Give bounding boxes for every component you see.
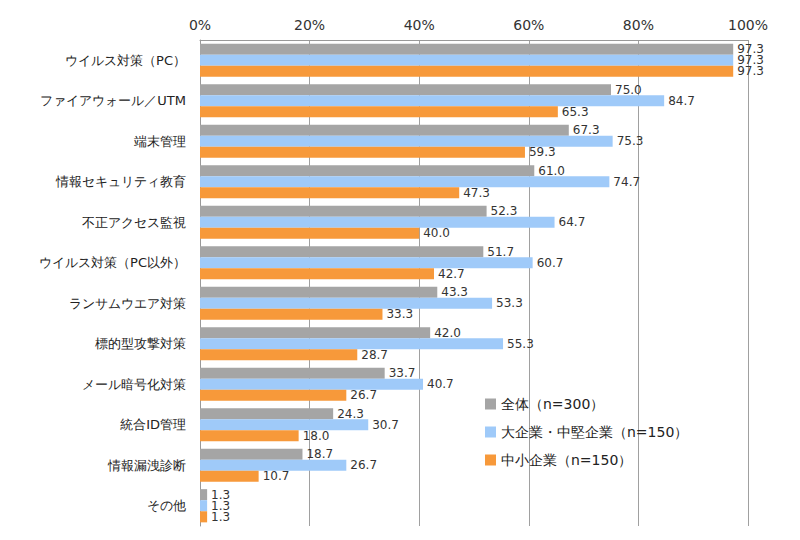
svg-text:ウイルス対策（PC）: ウイルス対策（PC） xyxy=(65,53,186,68)
svg-text:不正アクセス監視: 不正アクセス監視 xyxy=(82,215,186,230)
svg-text:1.3: 1.3 xyxy=(211,498,231,513)
svg-text:74.7: 74.7 xyxy=(613,175,640,189)
svg-text:1.3: 1.3 xyxy=(211,487,231,502)
svg-text:97.3: 97.3 xyxy=(737,53,764,68)
svg-text:端末管理: 端末管理 xyxy=(134,134,186,149)
svg-text:65.3: 65.3 xyxy=(562,105,589,119)
svg-text:60%: 60% xyxy=(513,17,544,33)
svg-text:100%: 100% xyxy=(728,17,768,33)
svg-text:1.3: 1.3 xyxy=(211,510,230,524)
svg-text:26.7: 26.7 xyxy=(350,388,377,402)
svg-text:ウイルス対策（PC以外）: ウイルス対策（PC以外） xyxy=(39,255,186,270)
svg-text:42.7: 42.7 xyxy=(438,267,465,281)
svg-text:61.0: 61.0 xyxy=(538,164,565,178)
svg-text:中小企業（n=150）: 中小企業（n=150） xyxy=(501,452,632,468)
svg-text:52.3: 52.3 xyxy=(491,204,518,218)
svg-text:10.7: 10.7 xyxy=(263,469,290,483)
svg-text:51.7: 51.7 xyxy=(487,245,514,259)
svg-text:80%: 80% xyxy=(623,17,654,33)
svg-text:33.3: 33.3 xyxy=(386,307,413,321)
svg-text:43.3: 43.3 xyxy=(441,285,468,299)
svg-text:24.3: 24.3 xyxy=(337,407,364,421)
svg-text:60.7: 60.7 xyxy=(537,256,564,270)
svg-text:28.7: 28.7 xyxy=(361,348,388,362)
svg-text:67.3: 67.3 xyxy=(573,123,600,137)
svg-text:26.7: 26.7 xyxy=(350,458,377,472)
svg-text:統合ID管理: 統合ID管理 xyxy=(120,417,186,432)
svg-text:30.7: 30.7 xyxy=(372,418,399,432)
svg-text:情報セキュリティ教育: 情報セキュリティ教育 xyxy=(55,174,186,189)
svg-text:0%: 0% xyxy=(189,17,211,33)
svg-text:84.7: 84.7 xyxy=(668,94,695,108)
svg-text:42.0: 42.0 xyxy=(434,326,461,340)
svg-text:75.3: 75.3 xyxy=(617,134,644,148)
svg-text:33.7: 33.7 xyxy=(389,366,416,380)
svg-text:40.7: 40.7 xyxy=(427,377,454,391)
svg-text:全体（n=300）: 全体（n=300） xyxy=(501,396,604,412)
svg-text:大企業・中堅企業（n=150）: 大企業・中堅企業（n=150） xyxy=(501,424,688,440)
svg-text:53.3: 53.3 xyxy=(496,296,523,310)
svg-text:40%: 40% xyxy=(404,17,435,33)
svg-text:64.7: 64.7 xyxy=(559,215,586,229)
svg-text:18.0: 18.0 xyxy=(303,429,330,443)
svg-text:メール暗号化対策: メール暗号化対策 xyxy=(82,377,186,392)
svg-text:55.3: 55.3 xyxy=(507,337,534,351)
svg-text:47.3: 47.3 xyxy=(463,186,490,200)
svg-text:情報漏洩診断: 情報漏洩診断 xyxy=(107,458,186,473)
svg-text:97.3: 97.3 xyxy=(737,64,764,78)
svg-text:18.7: 18.7 xyxy=(306,447,333,461)
svg-text:75.0: 75.0 xyxy=(615,83,642,97)
svg-text:ランサムウエア対策: ランサムウエア対策 xyxy=(69,296,186,311)
svg-text:59.3: 59.3 xyxy=(529,145,556,159)
svg-text:ファイアウォール／UTM: ファイアウォール／UTM xyxy=(40,93,186,108)
svg-text:その他: その他 xyxy=(147,498,186,513)
svg-text:標的型攻撃対策: 標的型攻撃対策 xyxy=(95,336,186,351)
svg-text:40.0: 40.0 xyxy=(423,226,450,240)
svg-text:20%: 20% xyxy=(294,17,325,33)
svg-text:97.3: 97.3 xyxy=(737,42,764,57)
